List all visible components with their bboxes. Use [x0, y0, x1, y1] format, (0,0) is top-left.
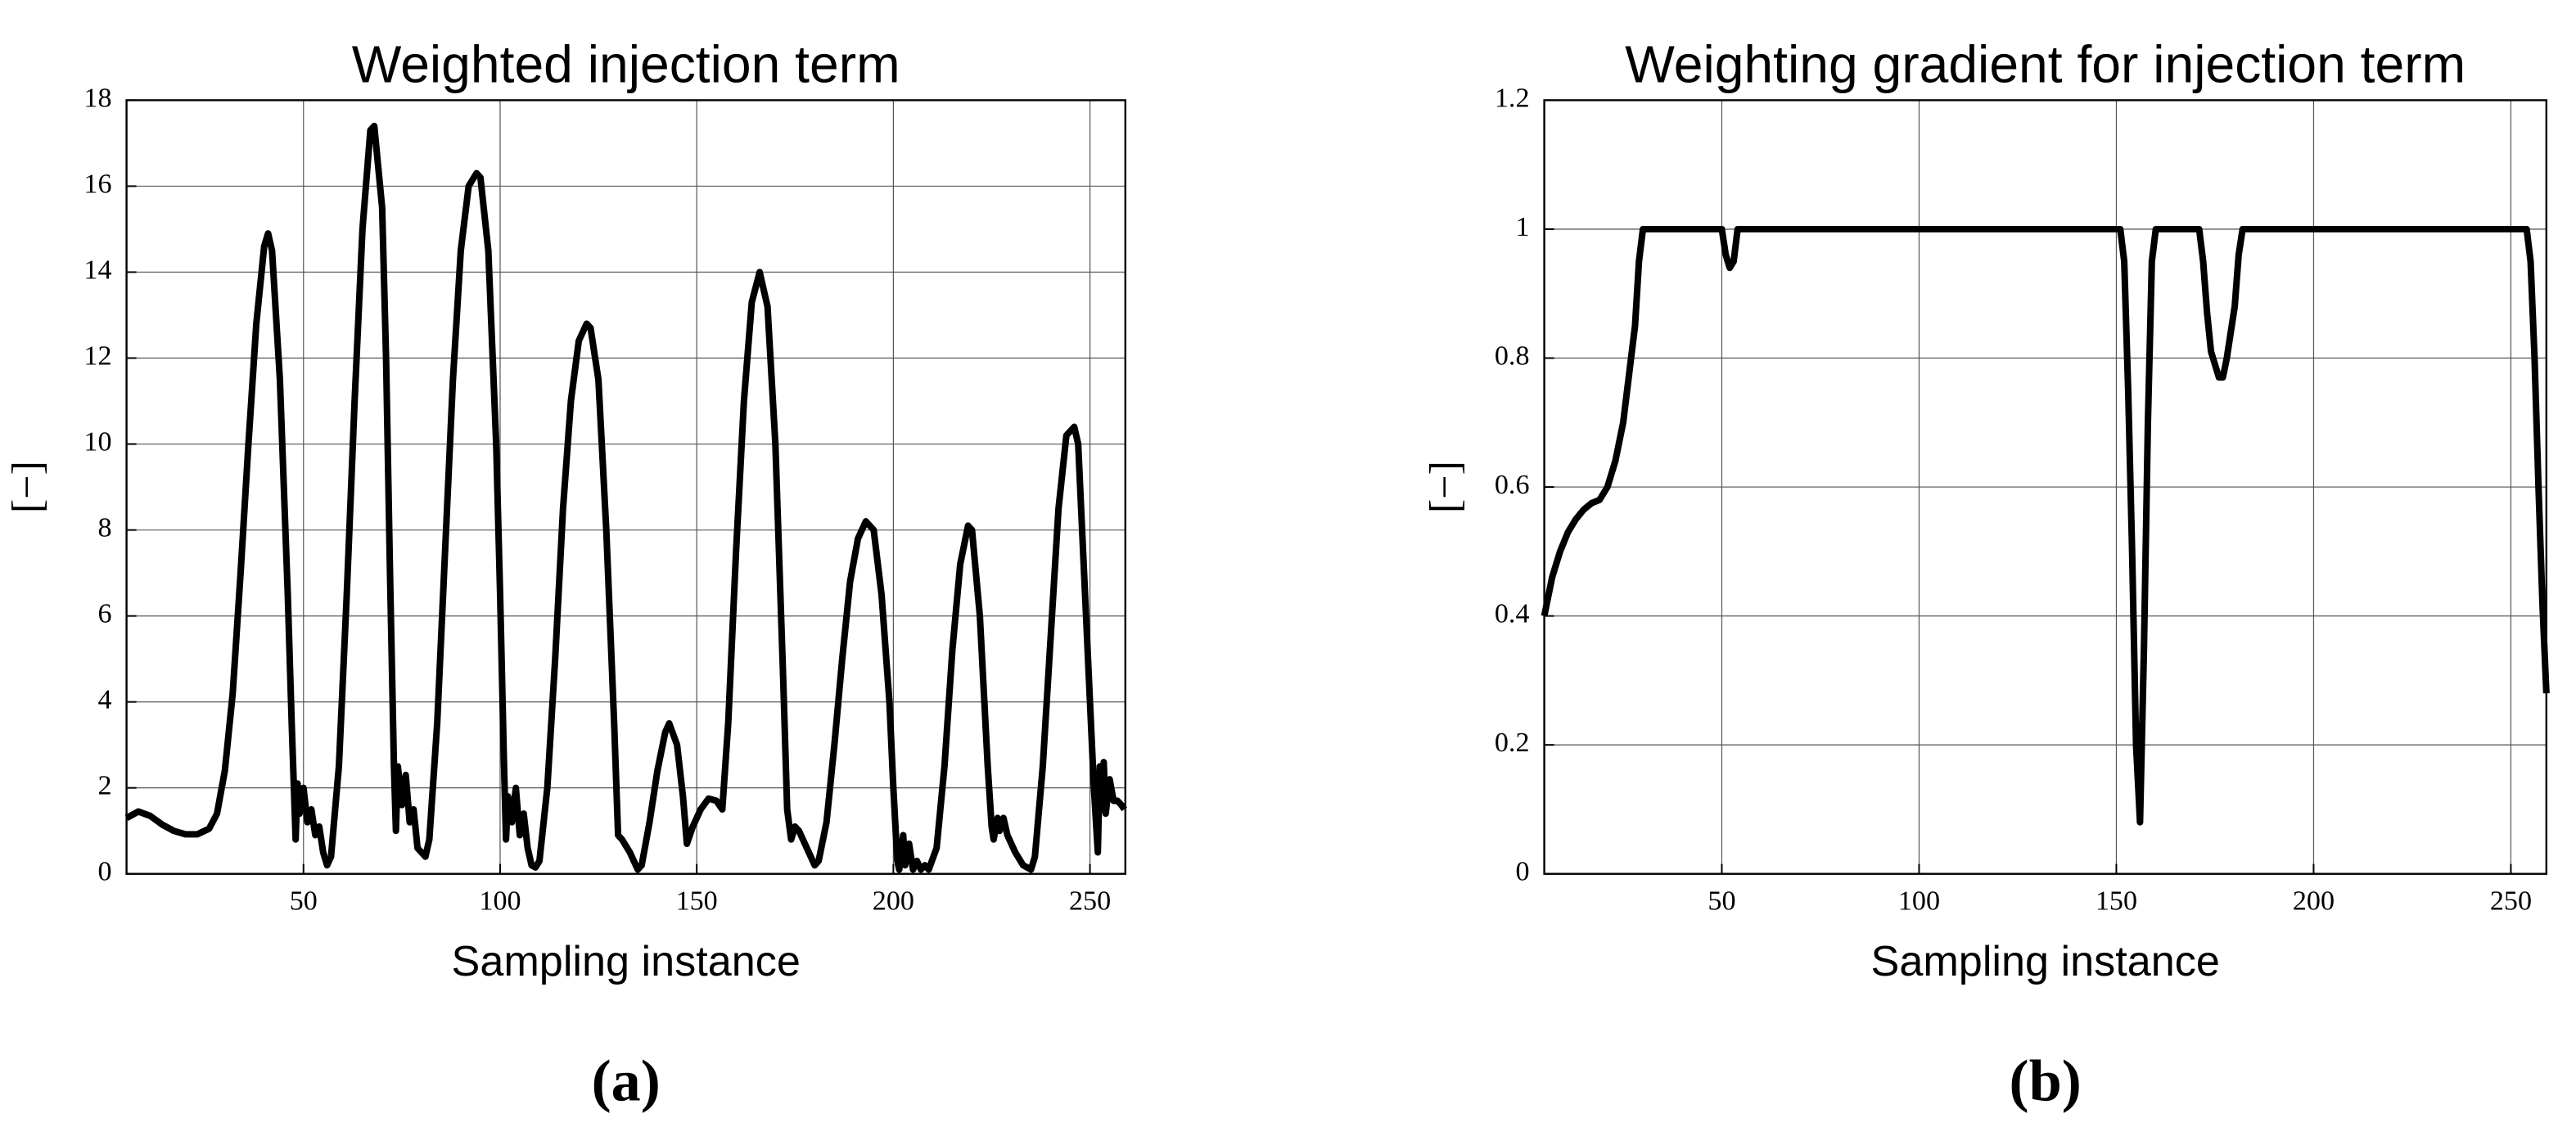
x-axis-label: Sampling instance	[1871, 938, 2220, 985]
x-tick-label: 200	[873, 886, 914, 917]
y-tick-label: 6	[97, 598, 111, 629]
x-axis-label: Sampling instance	[452, 938, 801, 985]
y-tick-label: 1	[1515, 212, 1529, 242]
y-tick-label: 14	[83, 255, 111, 285]
y-tick-label: 0.4	[1495, 598, 1530, 629]
chart-title: Weighted injection term	[352, 34, 900, 93]
x-tick-label: 200	[2293, 886, 2335, 917]
panel-label: (a)	[592, 1048, 661, 1114]
plot-frame	[125, 99, 1127, 875]
data-line	[124, 122, 1127, 873]
y-tick-label: 0.8	[1495, 340, 1530, 371]
plot-frame	[1543, 99, 2548, 875]
chart-title: Weighting gradient for injection term	[1625, 34, 2465, 93]
y-axis-label: [−]	[1422, 461, 1468, 513]
y-tick-label: 2	[97, 770, 111, 800]
y-tick-label: 1.2	[1495, 83, 1530, 113]
panel-label: (b)	[2010, 1048, 2082, 1114]
x-tick-label: 250	[1069, 886, 1111, 917]
y-tick-label: 4	[97, 684, 111, 715]
y-tick-label: 0	[1515, 857, 1529, 887]
data-line	[1541, 225, 2550, 826]
x-tick-label: 250	[2490, 886, 2532, 917]
y-axis-label: [−]	[4, 461, 51, 513]
x-tick-label: 50	[1708, 886, 1735, 917]
x-tick-label: 150	[2096, 886, 2137, 917]
y-tick-label: 10	[83, 426, 111, 457]
y-tick-label: 0	[97, 857, 111, 887]
x-tick-label: 100	[1898, 886, 1940, 917]
y-tick-label: 16	[83, 169, 111, 199]
x-tick-label: 100	[479, 886, 521, 917]
y-tick-label: 0.2	[1495, 728, 1530, 758]
plot-area	[126, 100, 1126, 874]
y-tick-label: 12	[83, 340, 111, 371]
x-tick-label: 150	[676, 886, 718, 917]
y-tick-label: 0.6	[1495, 470, 1530, 500]
y-tick-label: 18	[83, 83, 111, 113]
x-tick-label: 50	[290, 886, 318, 917]
y-tick-label: 8	[97, 512, 111, 543]
